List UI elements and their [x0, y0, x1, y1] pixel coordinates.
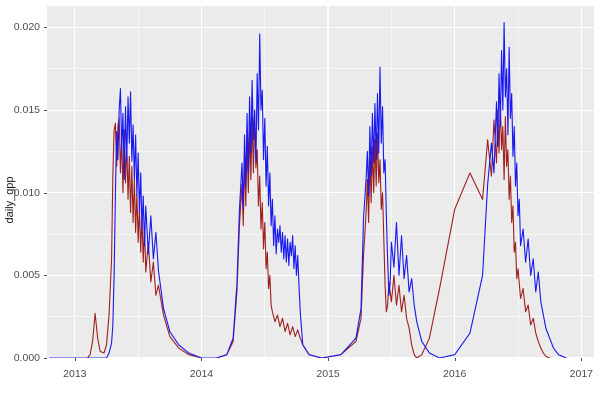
plot-panel [47, 6, 594, 358]
gridline-major-vertical [327, 6, 329, 358]
x-axis-tick-label: 2017 [569, 368, 594, 380]
gridline-minor-horizontal [47, 316, 594, 318]
gridline-minor-vertical [517, 6, 519, 358]
gridline-minor-horizontal [47, 68, 594, 70]
y-axis-tick-label: 0.000 [13, 352, 40, 364]
y-axis-tick-label: 0.020 [13, 21, 40, 34]
x-axis-tick-label: 2015 [316, 368, 340, 380]
y-axis-tick-mark [44, 358, 47, 359]
gridline-major-horizontal [47, 26, 594, 29]
gridline-major-vertical [200, 6, 203, 358]
x-axis-tick-label: 2014 [189, 368, 214, 380]
gridline-minor-horizontal [47, 150, 594, 152]
gridline-major-horizontal [47, 192, 594, 194]
x-axis-tick-mark [201, 358, 203, 361]
series-line-red [48, 101, 551, 358]
x-axis-tick-mark [581, 358, 583, 361]
y-axis-tick-label: 0.010 [13, 186, 40, 199]
gridline-major-vertical [74, 6, 76, 358]
gridline-minor-vertical [264, 6, 266, 358]
gridline-minor-vertical [390, 6, 392, 358]
y-axis-title-label: daily_gpp [4, 176, 16, 224]
y-axis-tick-mark [44, 192, 47, 194]
gridline-major-horizontal [47, 109, 594, 111]
y-axis-title: daily_gpp [0, 0, 20, 400]
gridline-major-horizontal [47, 274, 594, 276]
x-axis-tick-mark [74, 358, 76, 361]
y-axis-tick-mark [44, 110, 47, 112]
x-axis-tick-mark [328, 358, 330, 361]
y-axis-tick-mark [44, 27, 47, 29]
series-lines [48, 21, 567, 358]
x-axis-tick-mark [454, 358, 456, 361]
y-axis-tick-label: 0.015 [13, 104, 40, 117]
series-line-blue [48, 21, 567, 358]
gridline-major-vertical [454, 6, 456, 358]
gridline-major-vertical [580, 6, 582, 358]
x-axis-tick-label: 2016 [443, 368, 467, 380]
y-axis-tick-mark [44, 275, 47, 277]
y-axis-tick-label: 0.005 [13, 269, 40, 282]
gridline-minor-vertical [137, 6, 139, 358]
gridline-minor-horizontal [47, 233, 594, 235]
x-axis-tick-label: 2013 [63, 368, 87, 380]
